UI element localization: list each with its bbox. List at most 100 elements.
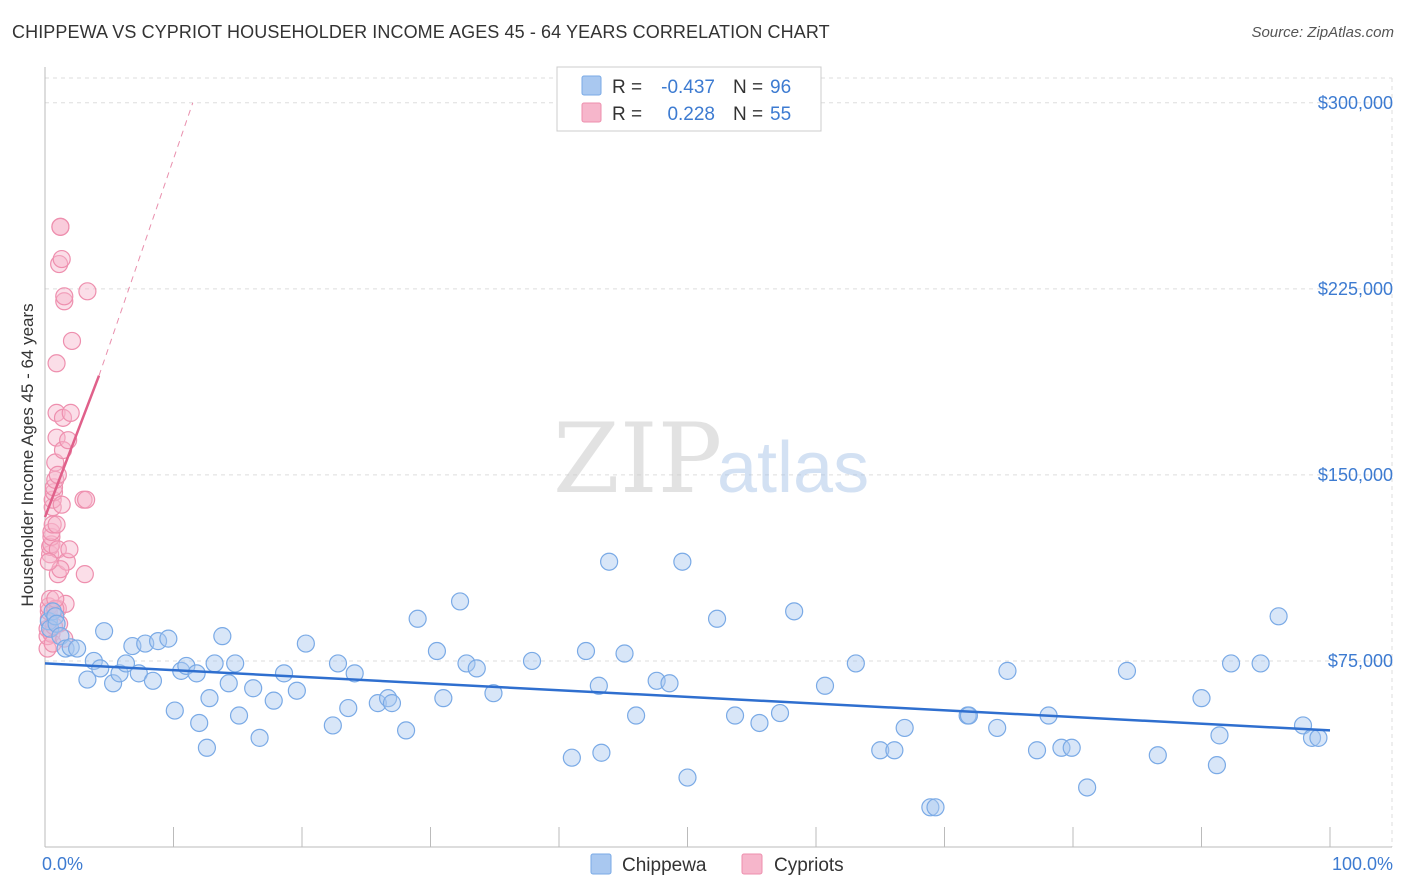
- chippewa-point-58: [589, 676, 608, 695]
- chippewa-point-28: [200, 689, 219, 708]
- cypriots-point-0: [38, 639, 57, 658]
- cypriots-point-34: [55, 287, 74, 306]
- chippewa-point-55: [522, 651, 542, 671]
- chippewa-point-31: [219, 674, 238, 693]
- chippewa-point-13: [104, 674, 123, 693]
- chippewa-point-89: [1148, 746, 1167, 765]
- x-tick-labels: 0.0% 100.0%: [42, 854, 1393, 874]
- cypriots-point-26: [50, 254, 69, 274]
- chippewa-point-3: [46, 607, 65, 626]
- chippewa-point-11: [91, 659, 110, 678]
- cypriots-point-33: [55, 292, 74, 311]
- cypriots-point-43: [78, 282, 97, 301]
- chippewa-point-52: [457, 654, 476, 673]
- chippewa-point-94: [1251, 654, 1270, 673]
- chippewa-point-74: [871, 741, 890, 760]
- chippewa-point-43: [345, 664, 364, 683]
- cypriots-point-29: [52, 249, 71, 269]
- cypriots-trend-line: [43, 375, 101, 518]
- chippewa-point-73: [846, 654, 865, 673]
- axes-layer: [44, 67, 1392, 848]
- chippewa-point-83: [1027, 741, 1047, 760]
- cypriots-point-38: [60, 540, 79, 559]
- chippewa-point-66: [678, 768, 697, 787]
- chippewa-point-98: [1309, 728, 1328, 747]
- cypriots-point-44: [75, 565, 94, 584]
- chippewa-point-64: [660, 674, 679, 693]
- cypriots-point-30: [52, 495, 71, 514]
- chippewa-point-9: [78, 670, 97, 689]
- cypriots-point-42: [77, 490, 96, 509]
- chippewa-point-78: [926, 798, 945, 817]
- legend-r-label-2: R =: [612, 104, 642, 125]
- cypriots-point-39: [61, 403, 80, 422]
- legend-n-value-chippewa: 96: [770, 77, 791, 98]
- y-tick-label-3: $300,000: [1318, 93, 1393, 113]
- chippewa-point-77: [921, 798, 940, 817]
- legend-swatch-chippewa: [581, 75, 602, 96]
- chippewa-point-62: [626, 706, 646, 725]
- chippewa-point-35: [250, 728, 269, 747]
- chippewa-point-92: [1210, 726, 1229, 745]
- chippewa-point-27: [197, 738, 217, 757]
- chippewa-points: [39, 552, 1328, 817]
- bottom-legend-swatch-chippewa: [590, 853, 612, 875]
- chippewa-point-69: [750, 713, 769, 733]
- bottom-legend-label-chippewa: Chippewa: [622, 855, 707, 876]
- chippewa-point-51: [450, 592, 470, 611]
- chippewa-point-47: [396, 721, 416, 740]
- chippewa-point-95: [1269, 607, 1288, 626]
- chippewa-point-46: [382, 694, 402, 713]
- legend-r-value-cypriots: 0.228: [667, 104, 715, 125]
- chippewa-point-70: [770, 703, 790, 723]
- chippewa-point-36: [264, 691, 283, 710]
- chippewa-point-44: [368, 694, 387, 713]
- chippewa-point-42: [339, 698, 358, 718]
- chippewa-point-41: [328, 654, 348, 673]
- watermark-atlas: atlas: [717, 428, 869, 508]
- chippewa-point-67: [707, 609, 727, 628]
- source-credit: Source: ZipAtlas.com: [1251, 24, 1394, 41]
- legend-n-label-2: N =: [733, 104, 763, 125]
- chippewa-point-49: [427, 641, 447, 661]
- chippewa-point-21: [159, 629, 178, 648]
- x-tick-label-min: 0.0%: [42, 854, 83, 874]
- chippewa-point-30: [213, 627, 232, 646]
- chippewa-point-60: [600, 552, 619, 571]
- chippewa-point-59: [592, 743, 611, 762]
- chippewa-point-71: [785, 602, 804, 621]
- chippewa-point-76: [895, 718, 914, 738]
- x-tick-label-max: 100.0%: [1332, 854, 1393, 874]
- cypriots-points: [38, 217, 97, 658]
- chippewa-point-14: [110, 664, 129, 683]
- chippewa-point-75: [885, 741, 904, 760]
- y-tick-label-2: $225,000: [1318, 279, 1393, 299]
- bottom-legend-label-cypriots: Cypriots: [774, 855, 844, 876]
- chippewa-point-33: [229, 706, 249, 725]
- chippewa-point-40: [323, 716, 342, 735]
- legend-r-label-1: R =: [612, 77, 642, 98]
- chippewa-point-53: [467, 659, 486, 678]
- chippewa-point-61: [615, 644, 634, 663]
- chippewa-point-29: [205, 654, 224, 673]
- chippewa-point-80: [959, 706, 979, 725]
- bottom-legend-swatch-cypriots: [741, 853, 763, 875]
- watermark: ZIP atlas: [553, 403, 869, 515]
- cypriots-point-53: [39, 552, 58, 571]
- chippewa-point-90: [1192, 689, 1211, 708]
- chippewa-point-12: [95, 622, 114, 641]
- chippewa-point-54: [484, 684, 503, 703]
- chippewa-point-87: [1078, 778, 1097, 797]
- y-tick-label-1: $150,000: [1318, 465, 1393, 485]
- watermark-zip: ZIP: [553, 403, 722, 515]
- chippewa-point-25: [187, 664, 206, 683]
- chippewa-point-7: [61, 638, 80, 657]
- chippewa-point-57: [576, 641, 596, 661]
- chippewa-point-48: [408, 609, 427, 628]
- grid-layer: [45, 77, 1393, 847]
- correlation-legend: R = -0.437 N = 96 R = 0.228 N = 55: [556, 66, 822, 132]
- chippewa-point-91: [1207, 756, 1227, 775]
- chippewa-point-82: [998, 661, 1017, 680]
- chippewa-point-65: [673, 552, 692, 571]
